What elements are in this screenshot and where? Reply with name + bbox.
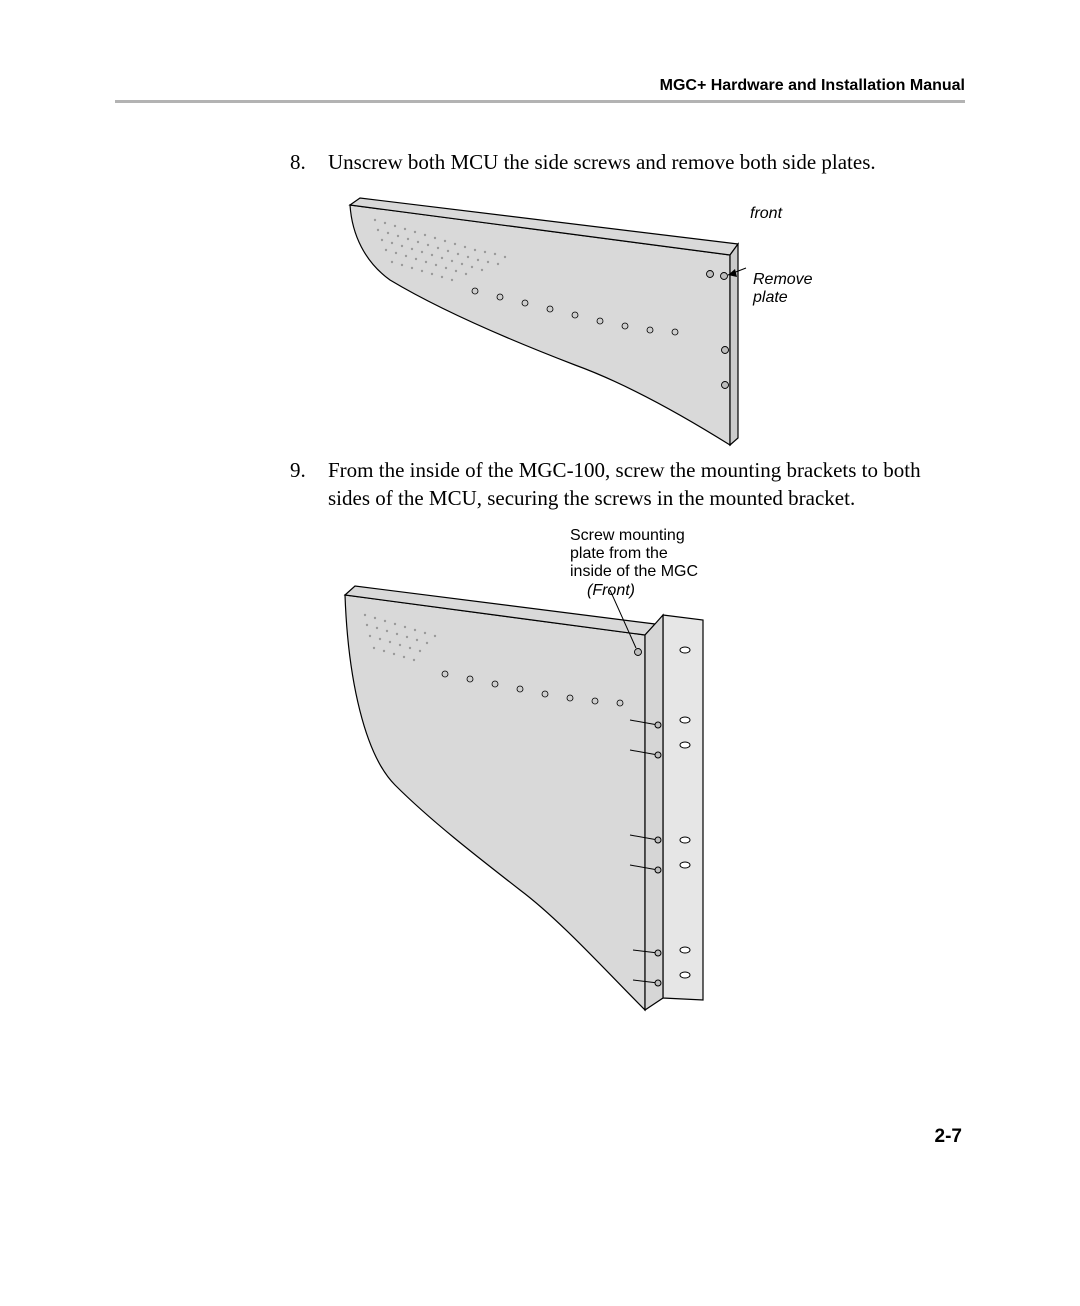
figure-1-svg bbox=[330, 190, 830, 450]
figure-2-svg bbox=[330, 520, 790, 1030]
header-rule bbox=[115, 100, 965, 103]
step-text: Unscrew both MCU the side screws and rem… bbox=[328, 148, 960, 176]
figure1-label-front: front bbox=[750, 204, 782, 223]
page-running-header: MGC+ Hardware and Installation Manual bbox=[660, 77, 965, 95]
page-number: 2-7 bbox=[935, 1126, 962, 1148]
step-9: 9. From the inside of the MGC-100, screw… bbox=[290, 456, 960, 513]
figure1-label-remove-plate-line2: plate bbox=[753, 288, 788, 307]
step-text: From the inside of the MGC-100, screw th… bbox=[328, 456, 960, 513]
page: MGC+ Hardware and Installation Manual 8.… bbox=[0, 0, 1080, 1306]
figure2-label-front: (Front) bbox=[587, 581, 635, 600]
figure2-callout-line1: Screw mounting bbox=[570, 526, 685, 545]
figure2-callout-line3: inside of the MGC bbox=[570, 562, 698, 581]
step-number: 8. bbox=[290, 148, 328, 176]
step-8: 8. Unscrew both MCU the side screws and … bbox=[290, 148, 960, 176]
step-number: 9. bbox=[290, 456, 328, 513]
figure1-label-remove-plate-line1: Remove bbox=[753, 270, 813, 289]
figure2-callout-line2: plate from the bbox=[570, 544, 668, 563]
figure-1: front Remove plate bbox=[330, 190, 830, 450]
figure-2: Screw mounting plate from the inside of … bbox=[330, 520, 790, 1030]
